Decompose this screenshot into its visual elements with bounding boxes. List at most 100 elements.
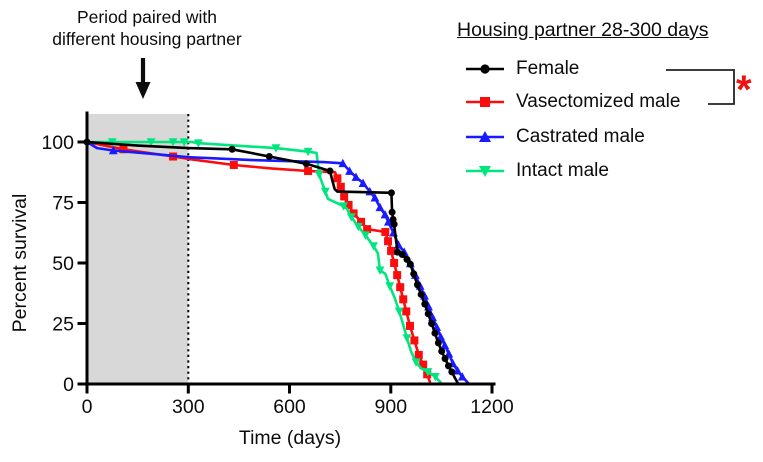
- data-point-marker: [423, 368, 433, 377]
- data-point-marker: [345, 166, 354, 175]
- y-axis-label: Percent survival: [9, 194, 31, 333]
- data-point-marker: [228, 145, 236, 153]
- vasectomized-male-marker-icon: [466, 97, 504, 107]
- x-tick-900: 900: [375, 396, 408, 418]
- legend-label-vasectomized-male: Vasectomized male: [516, 91, 681, 112]
- data-point-marker: [353, 222, 363, 232]
- data-point-marker: [320, 187, 330, 197]
- data-point-marker: [393, 271, 402, 280]
- data-point-marker: [119, 145, 128, 154]
- x-axis-label: Time (days): [239, 427, 341, 449]
- data-point-marker: [421, 300, 429, 308]
- data-point-marker: [339, 202, 348, 211]
- x-tick-0: 0: [82, 396, 93, 418]
- data-point-marker: [303, 147, 313, 157]
- data-point-marker: [390, 259, 399, 267]
- female-marker-icon: [466, 64, 504, 74]
- data-point-marker: [414, 350, 423, 359]
- annotation-paired-period: Period paired with different housing par…: [22, 6, 272, 51]
- down-arrow-icon: [135, 58, 151, 99]
- data-point-marker: [405, 321, 414, 330]
- data-point-marker: [431, 329, 439, 337]
- y-tick-0: 0: [63, 374, 74, 396]
- y-tick-50: 50: [52, 253, 74, 275]
- data-point-marker: [333, 174, 342, 183]
- y-tick-100: 100: [41, 132, 74, 154]
- data-point-marker: [344, 200, 353, 209]
- data-point-marker: [193, 139, 203, 148]
- data-point-marker: [413, 281, 421, 289]
- data-point-marker: [146, 138, 156, 147]
- data-point-marker: [375, 202, 385, 212]
- data-point-marker: [388, 208, 396, 216]
- data-point-marker: [390, 220, 398, 228]
- data-point-marker: [434, 339, 442, 347]
- data-point-marker: [448, 368, 456, 376]
- significance-bracket: [666, 69, 735, 105]
- legend-title: Housing partner 28-300 days: [457, 19, 709, 41]
- legend-entry-castrated-male: Castrated male: [464, 126, 645, 148]
- data-point-marker: [265, 153, 273, 161]
- data-point-marker: [411, 358, 421, 367]
- y-tick-labels: 100 75 50 25 0: [41, 132, 74, 396]
- data-point-marker: [304, 167, 313, 176]
- data-point-marker: [107, 138, 117, 147]
- legend-entry-female: Female: [464, 58, 579, 80]
- data-point-marker: [168, 138, 178, 147]
- data-point-marker: [381, 228, 390, 237]
- data-point-marker: [385, 282, 395, 291]
- data-point-marker: [398, 251, 406, 259]
- data-point-marker: [229, 160, 238, 169]
- data-point-marker: [351, 172, 361, 181]
- data-point-marker: [383, 217, 393, 226]
- data-point-marker: [370, 193, 380, 202]
- annotation-line1: Period paired with: [76, 7, 218, 27]
- data-point-marker: [402, 334, 412, 343]
- data-point-marker: [417, 290, 425, 298]
- data-point-marker: [179, 138, 189, 147]
- castrated-male-marker-icon: [466, 131, 504, 142]
- data-point-marker: [314, 170, 324, 180]
- data-point-marker: [394, 307, 404, 316]
- data-point-marker: [336, 182, 345, 191]
- data-point-marker: [406, 260, 414, 268]
- data-point-marker: [402, 307, 411, 316]
- curve-intact-male: [87, 140, 444, 385]
- legend-label-castrated-male: Castrated male: [516, 126, 645, 147]
- significance-asterisk: *: [736, 68, 752, 112]
- data-point-marker: [399, 295, 408, 304]
- data-point-marker: [357, 217, 366, 226]
- data-point-marker: [271, 144, 281, 153]
- data-point-marker: [453, 366, 462, 375]
- axes: [77, 111, 496, 394]
- data-point-marker: [363, 225, 372, 234]
- data-point-marker: [375, 266, 385, 275]
- data-point-marker: [424, 310, 432, 318]
- data-point-marker: [108, 145, 118, 155]
- data-point-marker: [326, 167, 334, 175]
- intact-male-marker-icon: [466, 166, 504, 177]
- x-tick-labels: 0 300 600 900 1200: [82, 396, 514, 418]
- x-tick-300: 300: [172, 396, 205, 418]
- data-point-marker: [369, 242, 378, 251]
- data-point-marker: [346, 213, 356, 222]
- data-point-marker: [387, 189, 395, 197]
- annotation-line2: different housing partner: [52, 29, 242, 50]
- data-point-marker: [338, 158, 348, 168]
- data-point-marker: [438, 347, 446, 355]
- legend-label-intact-male: Intact male: [516, 160, 609, 181]
- data-point-marker: [436, 332, 446, 341]
- data-point-marker: [358, 178, 368, 187]
- data-point-marker: [302, 160, 310, 168]
- data-point-marker: [380, 210, 390, 219]
- data-point-marker: [384, 237, 393, 246]
- data-point-marker: [457, 372, 467, 381]
- legend-entry-vasectomized-male: Vasectomized male: [464, 91, 680, 113]
- data-point-marker: [387, 246, 396, 255]
- data-point-marker: [430, 372, 440, 382]
- survival-curves: [83, 138, 471, 385]
- legend-entry-intact-male: Intact male: [464, 160, 609, 182]
- x-tick-600: 600: [273, 396, 306, 418]
